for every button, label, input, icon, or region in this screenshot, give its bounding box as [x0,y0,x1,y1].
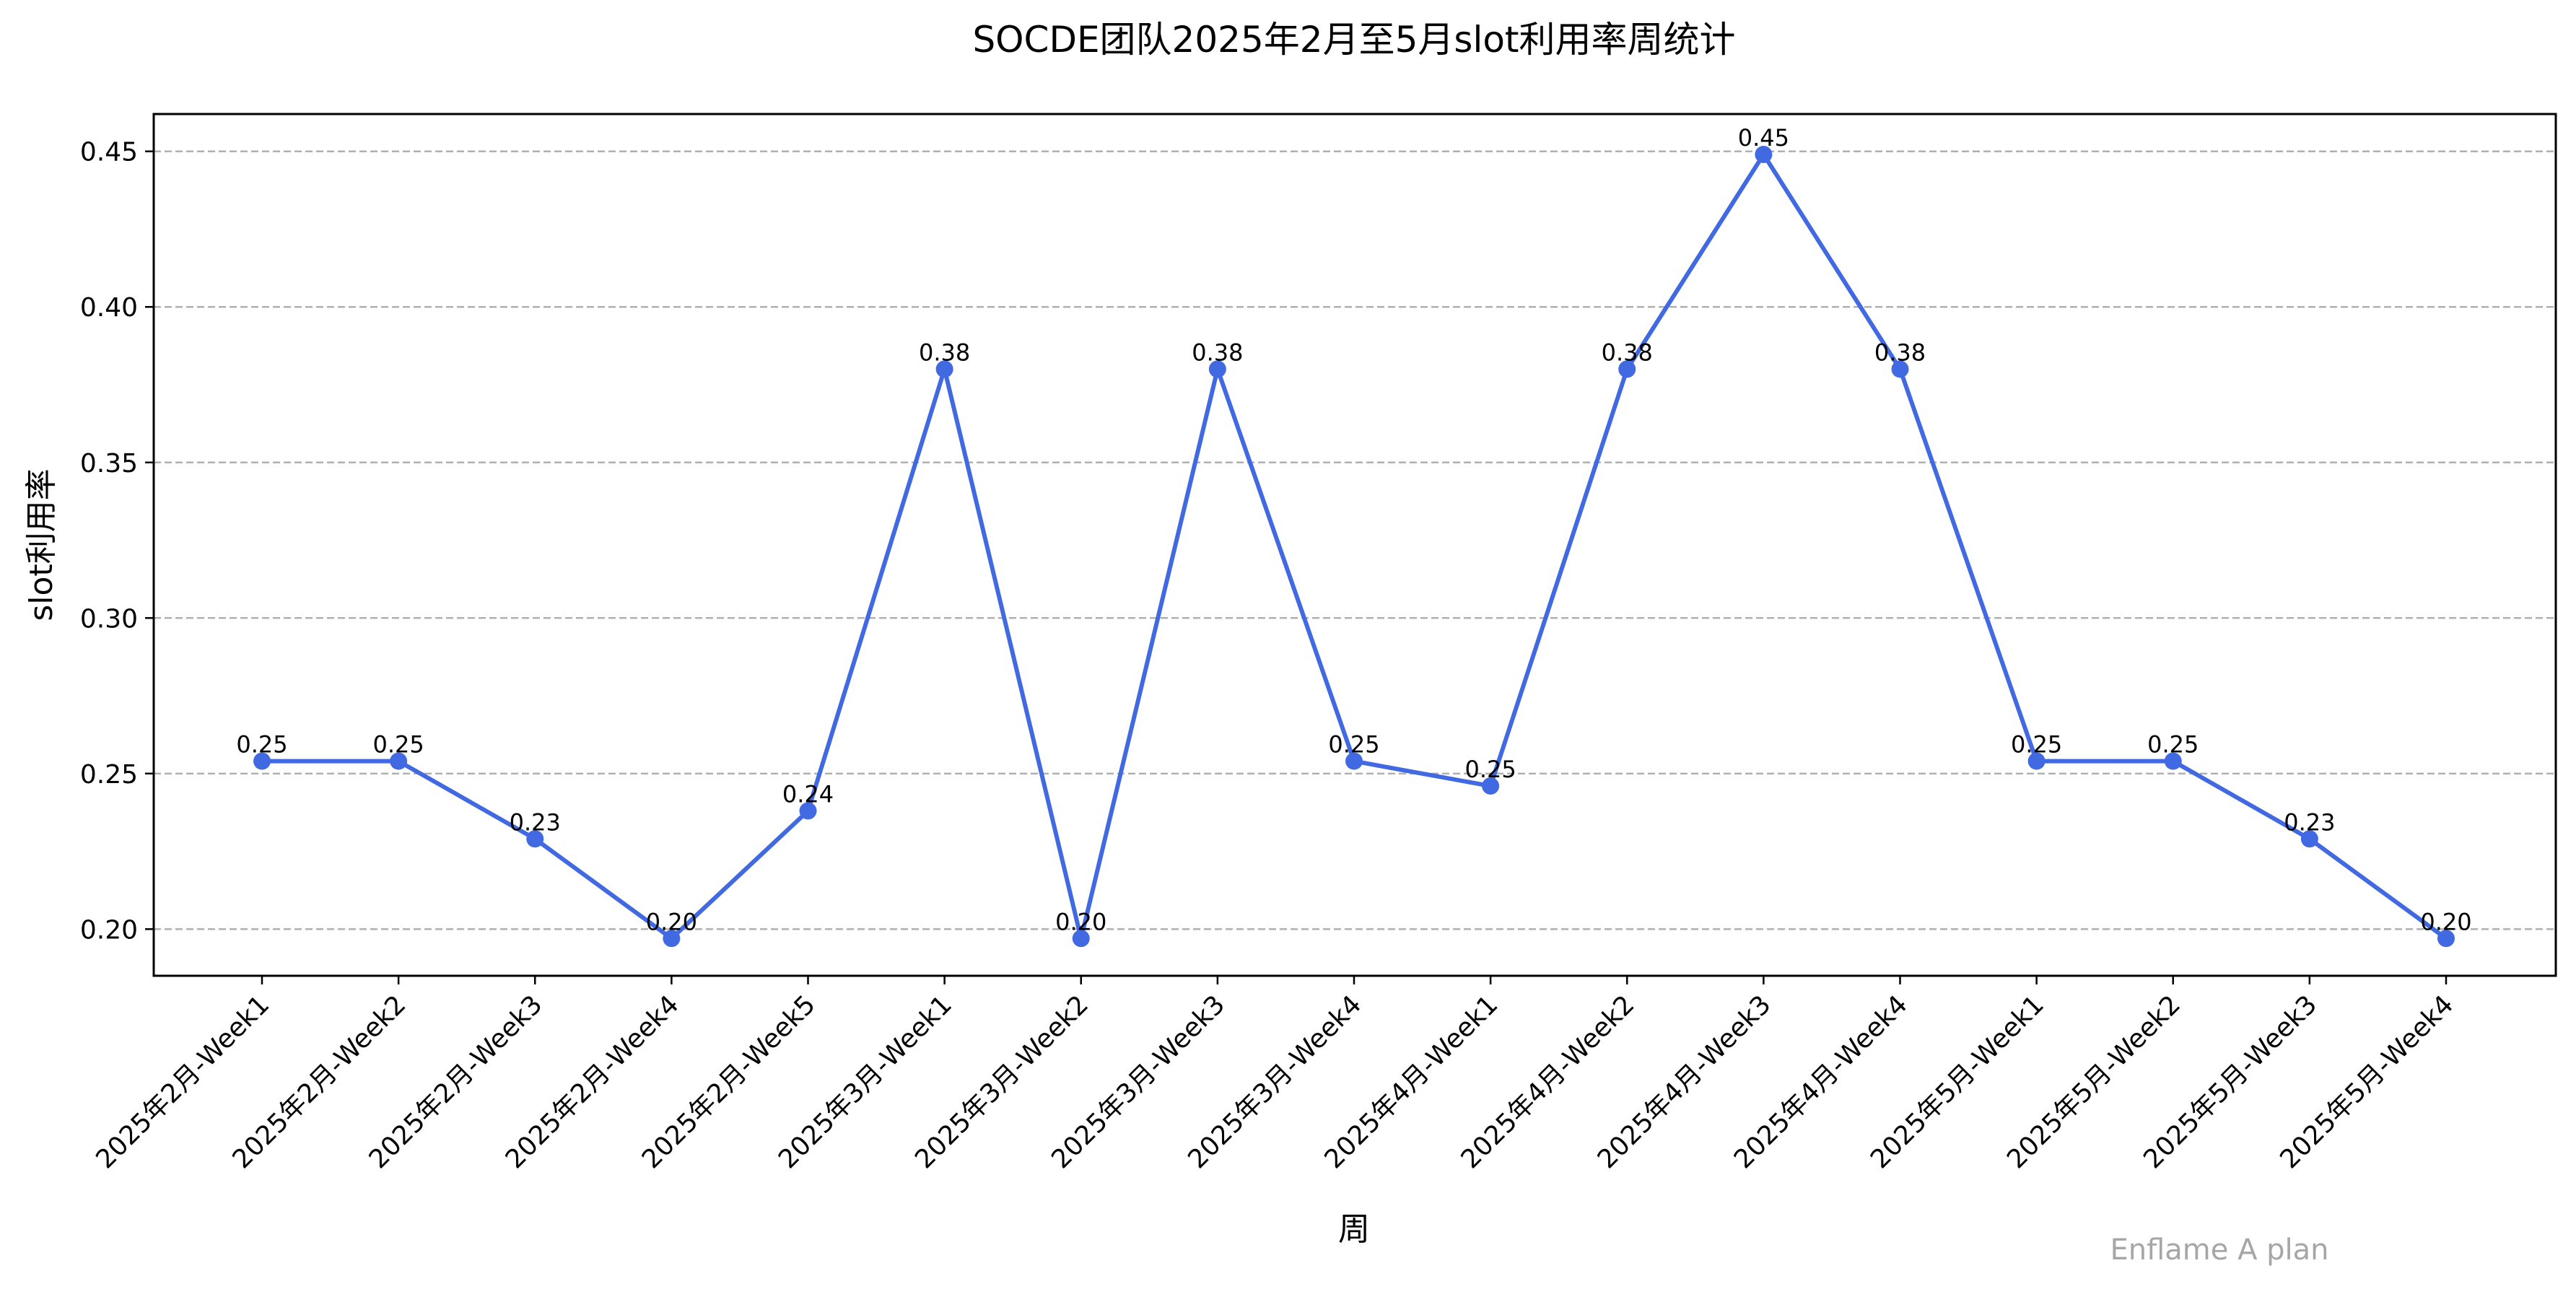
data-label: 0.20 [1055,908,1106,935]
y-axis-label: slot利用率 [23,468,60,621]
data-label: 0.24 [782,781,834,808]
data-label: 0.45 [1738,124,1789,152]
watermark-text: Enflame A plan [2110,1233,2328,1267]
data-label: 0.38 [1192,338,1243,366]
y-tick-label: 0.30 [80,604,138,634]
data-label: 0.38 [1874,338,1926,366]
data-label: 0.25 [2011,731,2062,759]
y-tick-label: 0.45 [80,138,138,167]
data-label: 0.25 [373,731,424,759]
y-tick-label: 0.25 [80,760,138,790]
data-label: 0.25 [1465,756,1516,783]
y-tick-label: 0.40 [80,293,138,323]
x-axis-label: 周 [1338,1211,1370,1248]
data-label: 0.25 [1328,731,1379,759]
data-label: 0.23 [510,808,561,836]
y-tick-label: 0.20 [80,915,138,945]
chart-title: SOCDE团队2025年2月至5月slot利用率周统计 [972,19,1735,61]
data-label: 0.38 [1602,338,1653,366]
data-label: 0.20 [2420,908,2471,935]
data-label: 0.23 [2284,808,2335,836]
data-label: 0.38 [919,338,970,366]
data-label: 0.20 [646,908,697,935]
y-tick-label: 0.35 [80,449,138,479]
data-label: 0.25 [2147,731,2199,759]
data-label: 0.25 [236,731,287,759]
